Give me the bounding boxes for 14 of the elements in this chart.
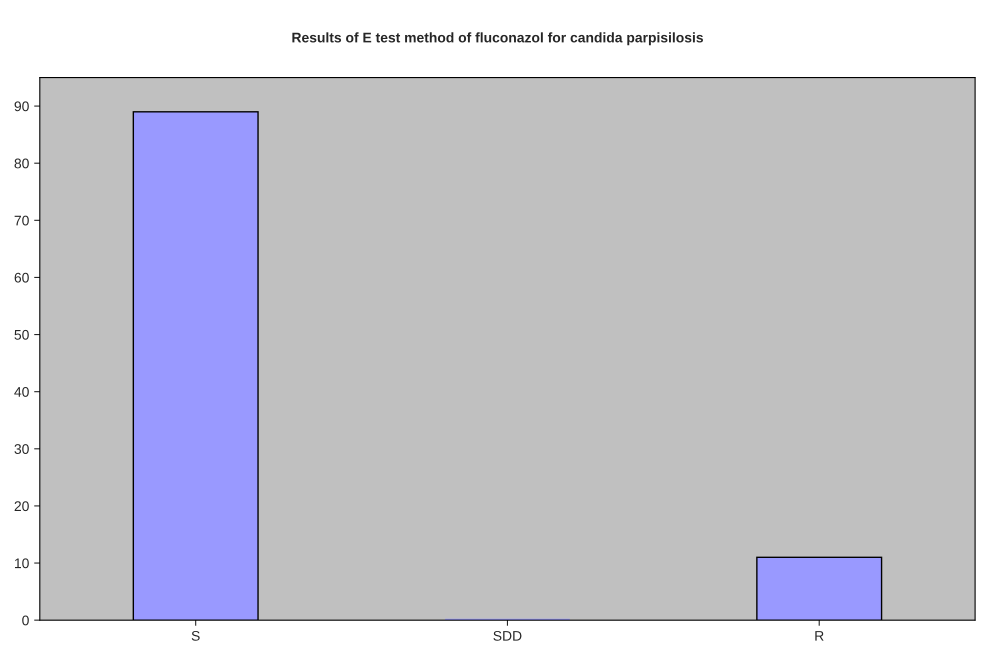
x-tick-label: S xyxy=(192,630,200,641)
y-tick-label: 50 xyxy=(14,330,29,340)
y-tick-label: 0 xyxy=(22,615,29,626)
y-tick-label: 40 xyxy=(14,387,29,397)
y-tick-label: 80 xyxy=(14,158,29,168)
y-tick-label: 60 xyxy=(14,272,29,283)
y-tick-label: 30 xyxy=(14,444,29,454)
x-tick-label: SDD xyxy=(493,630,522,641)
y-tick-label: 70 xyxy=(14,216,29,226)
y-tick-label: 20 xyxy=(14,501,29,512)
y-tick-label: 90 xyxy=(14,101,29,112)
y-tick-label: 10 xyxy=(14,558,29,568)
x-tick-label: R xyxy=(815,631,824,641)
chart-title: Results of E test method of fluconazol for candida parpisilosis xyxy=(292,32,703,46)
